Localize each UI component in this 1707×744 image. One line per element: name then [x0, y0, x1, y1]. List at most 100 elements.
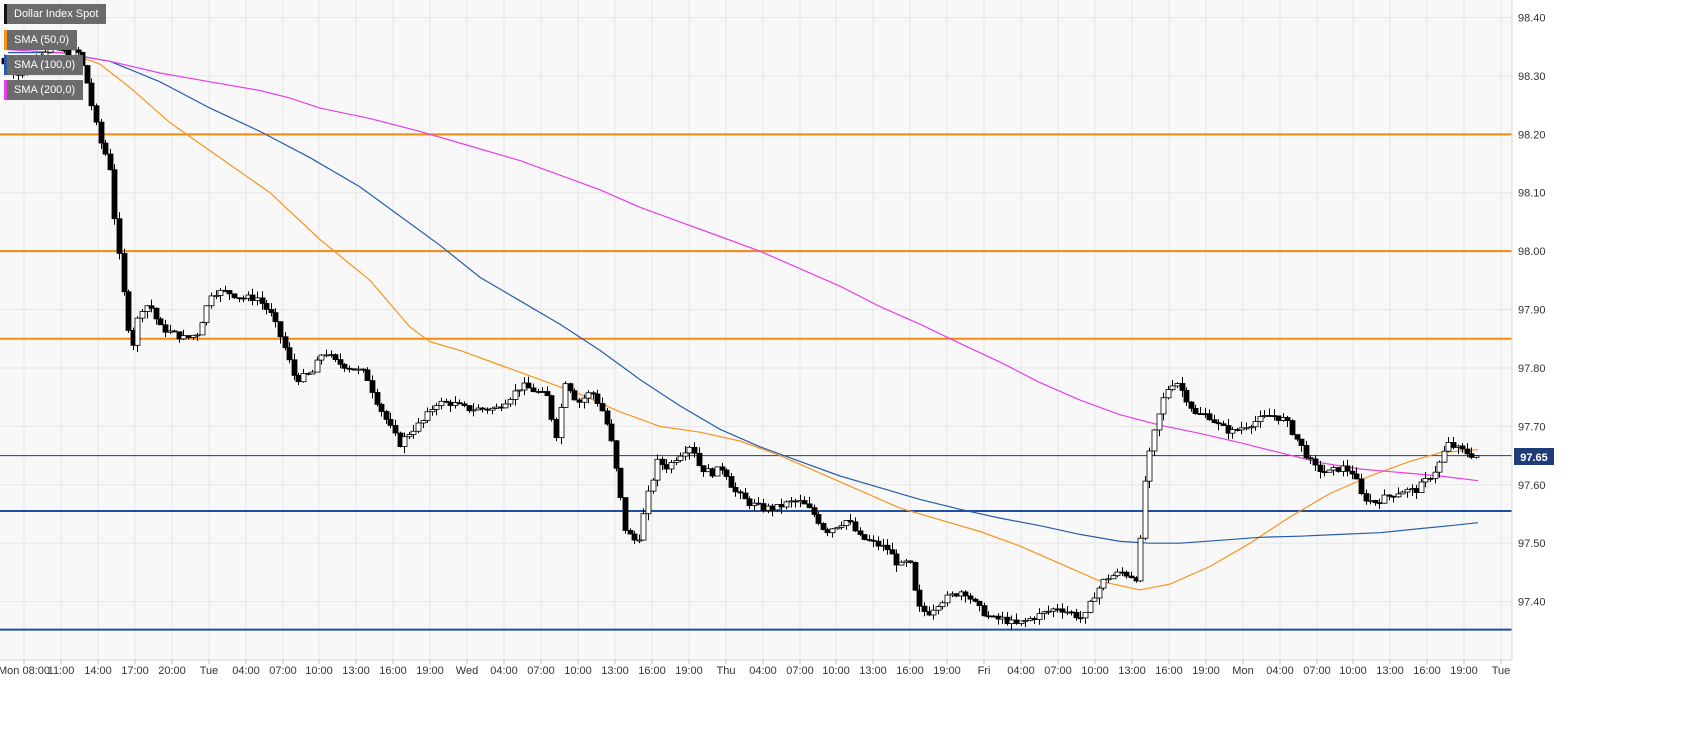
legend-sma-200[interactable]: SMA (200,0) [4, 80, 84, 100]
candle-body [1445, 442, 1452, 452]
candle-body [709, 468, 716, 477]
x-tick-label: Wed [456, 665, 478, 677]
candle-body [723, 469, 730, 477]
candle-body [199, 322, 206, 336]
candle-body [282, 336, 289, 349]
candle-body [622, 497, 629, 531]
candle-body [512, 390, 519, 400]
x-tick-label: 16:00 [379, 665, 407, 677]
candle-body [415, 422, 422, 432]
candle-body [240, 297, 247, 300]
x-tick-label: 10:00 [1339, 665, 1367, 677]
candle-body [889, 549, 896, 555]
current-price-tag: 97.65 [1514, 448, 1554, 465]
x-tick-label: 13:00 [342, 665, 370, 677]
x-tick-label: 13:00 [1118, 665, 1146, 677]
candle-body [144, 305, 151, 312]
x-tick-label: 19:00 [675, 665, 703, 677]
candle-body [1022, 619, 1029, 622]
candle-body [1459, 445, 1466, 450]
candle-body [1358, 478, 1365, 494]
candle-body [1395, 493, 1402, 498]
legend-sma-100[interactable]: SMA (100,0) [4, 55, 84, 75]
x-tick-label: 17:00 [121, 665, 149, 677]
x-tick-label: Tue [1492, 665, 1511, 677]
candle-body [392, 425, 399, 434]
candle-body [213, 295, 220, 297]
candle-body [806, 503, 813, 509]
candle-body [1303, 445, 1310, 459]
candle-body [1390, 495, 1397, 498]
candle-body [737, 491, 744, 494]
candle-body [673, 460, 680, 463]
candle-body [277, 321, 284, 338]
candle-body [852, 521, 859, 532]
x-tick-label: Fri [978, 665, 991, 677]
candle-body [939, 602, 946, 608]
candle-body [309, 371, 316, 375]
candle-body [364, 369, 371, 382]
candle-body [811, 507, 818, 515]
candle-body [755, 502, 762, 505]
candle-body [732, 487, 739, 493]
x-tick-label: 10:00 [305, 665, 333, 677]
candle-body [1206, 413, 1213, 421]
candle-body [544, 391, 551, 397]
candle-body [387, 419, 394, 426]
candle-body [990, 615, 997, 618]
x-tick-label: Mon [1232, 665, 1253, 677]
candle-body [1312, 458, 1319, 466]
candle-body [1464, 448, 1471, 455]
candle-body [843, 520, 850, 527]
x-tick-label: 13:00 [1376, 665, 1404, 677]
candle-body [1399, 491, 1406, 495]
candle-body [1367, 500, 1374, 502]
candle-body [346, 367, 353, 370]
candle-body [608, 423, 615, 442]
candle-body [1349, 470, 1356, 475]
candle-body [1450, 442, 1457, 448]
legend-title[interactable]: Dollar Index Spot [4, 4, 107, 24]
candle-body [921, 605, 928, 612]
candle-body [769, 505, 776, 511]
candle-body [369, 380, 376, 393]
candle-body [516, 389, 523, 392]
x-tick-label: 19:00 [933, 665, 961, 677]
candle-body [847, 520, 854, 523]
x-tick-label: 19:00 [1192, 665, 1220, 677]
candle-body [208, 295, 215, 307]
candle-body [1096, 587, 1103, 599]
candle-body [668, 462, 675, 470]
candle-body [562, 383, 569, 408]
y-tick-label: 98.30 [1518, 71, 1546, 83]
candle-body [1289, 420, 1296, 435]
candle-body [1335, 467, 1342, 472]
candle-body [1229, 429, 1236, 434]
candle-body [153, 307, 160, 320]
candle-body [374, 392, 381, 405]
candle-body [1473, 455, 1480, 458]
candle-body [1142, 480, 1149, 539]
candle-body [272, 312, 279, 323]
candle-body [1077, 617, 1084, 620]
candle-body [429, 409, 436, 413]
candle-body [84, 65, 91, 84]
candle-body [263, 303, 270, 310]
candle-body [268, 309, 275, 314]
candle-body [502, 403, 509, 409]
candle-body [967, 595, 974, 600]
chart-title: Dollar Index Spot [14, 8, 99, 20]
moving-averages [7, 46, 1479, 591]
legend-sma-50[interactable]: SMA (50,0) [4, 30, 78, 50]
candle-body [1008, 619, 1015, 624]
candle-body [783, 501, 790, 508]
candle-body [829, 528, 836, 534]
candle-body [125, 291, 132, 331]
candle-body [318, 354, 325, 361]
candle-body [401, 436, 408, 447]
sma-line-0 [7, 46, 1479, 591]
candle-body [604, 410, 611, 425]
candle-body [1183, 390, 1190, 403]
candle-body [976, 600, 983, 607]
